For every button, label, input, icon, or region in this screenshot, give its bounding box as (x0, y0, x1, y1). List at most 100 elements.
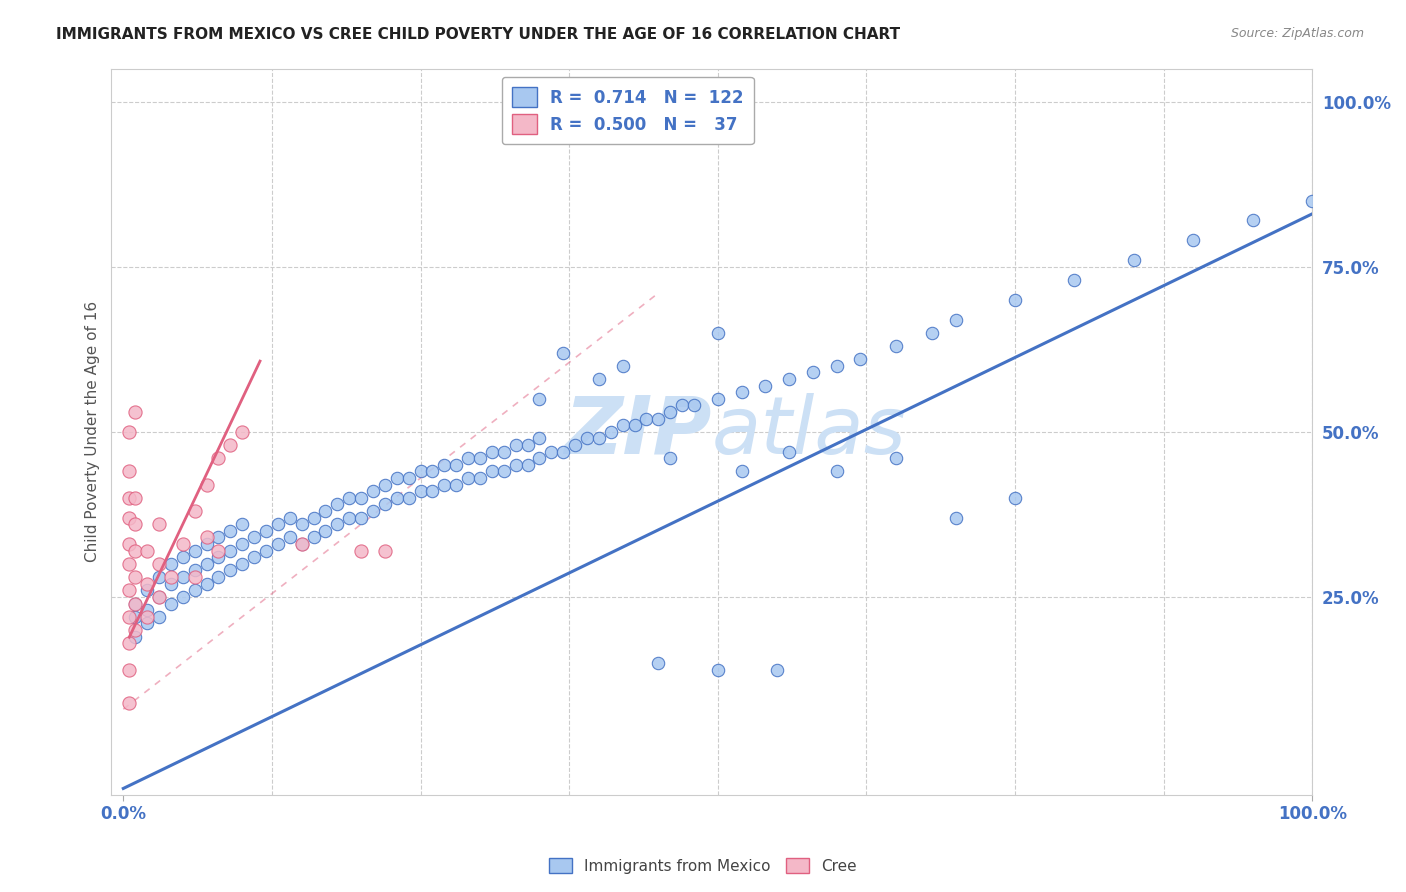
Point (231, 557, 253, 571)
Point (118, 696, 141, 710)
Point (529, 431, 551, 445)
Point (148, 557, 170, 571)
Point (172, 550, 194, 565)
Point (314, 524, 336, 538)
Point (374, 477, 396, 491)
Point (492, 444, 515, 458)
Point (136, 583, 159, 598)
Point (183, 543, 205, 558)
Point (267, 517, 290, 532)
Point (207, 543, 229, 558)
Point (118, 583, 141, 598)
Point (766, 663, 789, 677)
Point (350, 543, 373, 558)
Point (553, 444, 575, 458)
Point (825, 464, 848, 478)
Point (195, 557, 218, 571)
Point (350, 491, 373, 505)
Point (231, 425, 253, 439)
Point (481, 444, 503, 458)
Point (148, 609, 170, 624)
Point (374, 543, 396, 558)
Point (945, 312, 967, 326)
Point (254, 524, 277, 538)
Point (1004, 293, 1026, 307)
Point (291, 537, 314, 551)
Point (183, 583, 205, 598)
Point (505, 458, 527, 472)
Point (778, 372, 800, 386)
Point (849, 352, 872, 367)
Point (195, 576, 218, 591)
Point (124, 597, 146, 611)
Point (207, 570, 229, 584)
Point (564, 438, 586, 452)
Point (195, 531, 218, 545)
Point (1122, 253, 1144, 268)
Point (183, 504, 205, 518)
Point (160, 597, 183, 611)
Point (409, 464, 432, 478)
Point (124, 623, 146, 637)
Point (599, 425, 621, 439)
Point (148, 590, 170, 604)
Y-axis label: Child Poverty Under the Age of 16: Child Poverty Under the Age of 16 (86, 301, 100, 562)
Point (612, 359, 634, 373)
Point (529, 451, 551, 466)
Point (124, 630, 146, 644)
Point (575, 431, 598, 445)
Text: Source: ZipAtlas.com: Source: ZipAtlas.com (1230, 27, 1364, 40)
Point (457, 451, 479, 466)
Point (623, 418, 645, 433)
Point (124, 405, 146, 419)
Point (433, 477, 456, 491)
Point (350, 510, 373, 524)
Point (945, 510, 967, 524)
Point (124, 517, 146, 532)
Point (612, 418, 634, 433)
Point (278, 510, 301, 524)
Point (302, 510, 325, 524)
Point (444, 458, 467, 472)
Point (671, 398, 693, 412)
Point (160, 557, 183, 571)
Point (207, 550, 229, 565)
Point (207, 531, 229, 545)
Point (136, 616, 159, 631)
Point (588, 431, 610, 445)
Point (148, 517, 170, 532)
Point (219, 438, 242, 452)
Point (730, 385, 752, 400)
Point (314, 504, 336, 518)
Point (516, 458, 538, 472)
Point (409, 484, 432, 499)
Point (683, 398, 706, 412)
Point (884, 451, 907, 466)
Point (278, 531, 301, 545)
Point (707, 663, 730, 677)
Point (124, 491, 146, 505)
Point (118, 557, 141, 571)
Point (374, 498, 396, 512)
Point (588, 372, 610, 386)
Point (124, 597, 146, 611)
Point (659, 451, 682, 466)
Point (707, 326, 730, 340)
Point (172, 570, 194, 584)
Point (267, 537, 290, 551)
Point (754, 378, 776, 392)
Point (136, 603, 159, 617)
Point (118, 464, 141, 478)
Point (183, 570, 205, 584)
Point (540, 444, 562, 458)
Point (302, 531, 325, 545)
Point (422, 484, 444, 499)
Legend: Immigrants from Mexico, Cree: Immigrants from Mexico, Cree (543, 852, 863, 880)
Point (118, 537, 141, 551)
Point (326, 498, 349, 512)
Point (195, 537, 218, 551)
Point (219, 543, 242, 558)
Point (647, 656, 669, 670)
Point (505, 438, 527, 452)
Point (183, 564, 205, 578)
